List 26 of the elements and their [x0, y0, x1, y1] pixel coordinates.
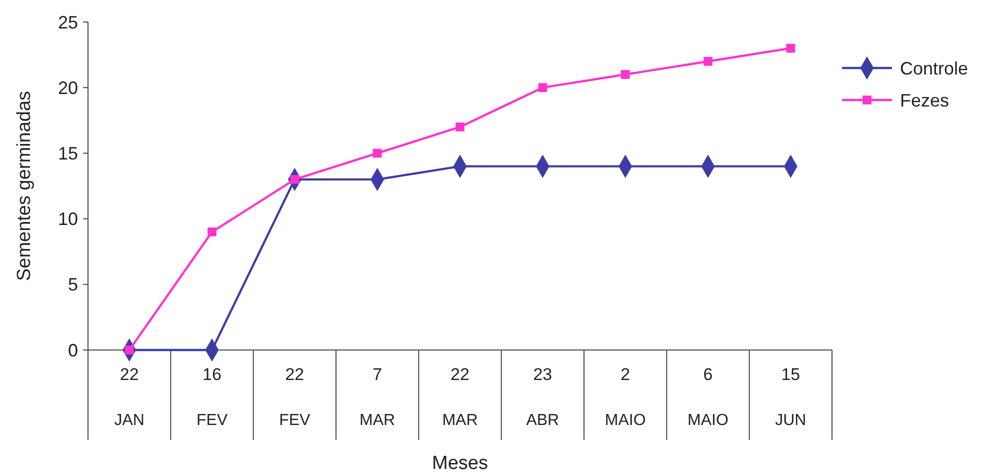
y-tick-label: 10 [58, 209, 78, 230]
point [620, 70, 630, 79]
point [208, 227, 216, 236]
category-label: 22 JAN [114, 365, 144, 429]
x-axis-title: Meses [432, 453, 488, 473]
y-axis-title: Sementes germinadas [14, 90, 35, 282]
y-tick-label: 20 [58, 78, 78, 98]
category-label: 16 FEV [196, 365, 228, 429]
category-label: 15 JUN [775, 365, 806, 429]
category-label: 23 ABR [526, 365, 560, 429]
category-label: 22 FEV [279, 365, 310, 429]
y-tick-label: 25 [58, 12, 78, 32]
category-label: 22 MAR [442, 365, 478, 429]
point [538, 83, 548, 92]
y-tick-label: 15 [58, 144, 78, 164]
category-label: 7 MAR [360, 365, 396, 429]
point [456, 122, 464, 132]
point [786, 44, 796, 53]
y-tick-label: 0 [68, 340, 78, 360]
point [372, 148, 382, 158]
point [704, 56, 712, 66]
legend-label: Fezes [900, 90, 950, 110]
legend-label: Controle [900, 58, 968, 78]
category-label: 6 MAIO [688, 365, 728, 429]
category-label: 2 MAIO [604, 365, 646, 429]
y-tick-label: 5 [68, 274, 78, 295]
